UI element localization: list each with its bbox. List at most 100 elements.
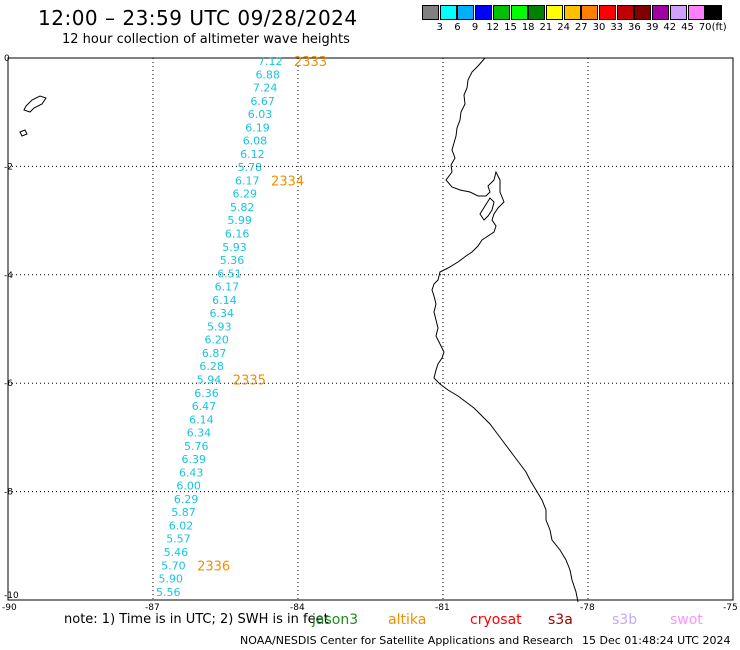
swh-value-label: 6.29 <box>174 493 199 506</box>
pass-number-label: 2334 <box>271 174 304 189</box>
legend-label: 24 <box>557 22 570 33</box>
legend-swatch <box>510 5 528 20</box>
galapagos-island-small <box>19 129 28 137</box>
lon-tick-label: -75 <box>723 603 738 613</box>
swh-value-label: 6.17 <box>215 281 240 294</box>
legend-swatch <box>457 5 475 20</box>
swh-value-label: 6.47 <box>192 400 217 413</box>
legend-swatch <box>563 5 581 20</box>
lon-tick-label: -81 <box>435 603 450 613</box>
swh-value-label: 6.16 <box>225 228 250 241</box>
legend-label: 33 <box>610 22 624 33</box>
legend-swatch <box>669 5 687 20</box>
satellite-label: altika <box>388 612 427 628</box>
swh-value-label: 7.24 <box>253 82 278 95</box>
legend-swatch <box>492 5 510 20</box>
map-frame <box>7 57 734 601</box>
legend-swatch <box>422 5 439 20</box>
legend-label: 15 <box>504 22 517 33</box>
swh-value-label: 5.46 <box>164 546 189 559</box>
swh-value-label: 5.57 <box>166 533 191 546</box>
satellite-label: s3a <box>548 612 573 628</box>
swh-value-label: 6.14 <box>189 413 214 426</box>
swh-value-label: 6.29 <box>233 188 258 201</box>
lon-tick-label: -87 <box>145 603 160 613</box>
lon-tick-label: -84 <box>290 603 305 613</box>
gulf-island <box>479 197 495 221</box>
map-grid <box>7 57 734 601</box>
legend-label: 9 <box>471 22 479 33</box>
swh-value-label: 6.14 <box>212 294 237 307</box>
swh-value-label: 6.39 <box>182 453 207 466</box>
axis-ticks: 0 -2 -4 -6 -8 -10 -90 -87 -84 -81 -78 -75 <box>2 54 738 613</box>
coastline <box>19 57 579 603</box>
swh-value-label: 5.87 <box>171 506 196 519</box>
legend-label: 3 <box>436 22 443 33</box>
legend-swatch <box>616 5 634 20</box>
legend-label: 27 <box>574 22 588 33</box>
swh-value-label: 7.12 <box>258 55 283 68</box>
coastline-path <box>431 57 579 603</box>
legend-label: 21 <box>539 22 553 33</box>
satellite-label: jason3 <box>312 612 359 628</box>
legend-unit: (ft) <box>711 22 727 33</box>
lat-tick-label: 0 <box>4 54 10 64</box>
swh-value-label: 5.93 <box>207 320 232 333</box>
swh-value-label: 5.90 <box>159 573 184 586</box>
swh-value-label: 5.94 <box>197 373 222 386</box>
lon-tick-label: -78 <box>580 603 595 613</box>
lat-tick-label: -10 <box>4 591 19 601</box>
swh-value-label: 6.67 <box>250 95 275 108</box>
legend-label: 12 <box>486 22 500 33</box>
swh-value-label: 5.93 <box>222 241 247 254</box>
swh-value-label: 5.82 <box>230 201 255 214</box>
page-title: 12:00 – 23:59 UTC 09/28/2024 <box>38 6 358 30</box>
legend-label: 39 <box>645 22 659 33</box>
swh-value-label: 6.17 <box>235 174 259 187</box>
swh-value-label: 5.99 <box>227 214 252 227</box>
legend-swatch <box>545 5 563 20</box>
legend-swatch <box>599 5 616 20</box>
legend-swatch <box>581 5 599 20</box>
swh-value-label: 6.08 <box>243 135 268 148</box>
legend-swatch <box>439 5 457 20</box>
pass-number-label: 2336 <box>197 559 230 574</box>
swh-value-label: 6.51 <box>217 267 242 280</box>
legend-swatch <box>652 5 670 20</box>
swh-value-label: 5.78 <box>238 161 263 174</box>
galapagos-island-large <box>23 95 47 113</box>
lon-tick-label: -90 <box>2 603 17 613</box>
legend-swatch <box>705 5 723 20</box>
swh-value-label: 6.00 <box>176 480 201 493</box>
legend-label: 45 <box>681 22 694 33</box>
swh-value-label: 6.36 <box>194 387 219 400</box>
lat-tick-label: -8 <box>4 488 13 498</box>
swh-value-label: 6.19 <box>245 121 270 134</box>
legend-label: 36 <box>628 22 641 33</box>
pass-number-label: 2335 <box>233 373 266 388</box>
lat-tick-label: -6 <box>4 379 13 389</box>
page-subtitle: 12 hour collection of altimeter wave hei… <box>62 32 350 47</box>
swh-value-label: 6.88 <box>255 68 280 81</box>
lat-tick-label: -2 <box>4 162 13 172</box>
legend-label: 18 <box>521 22 535 33</box>
legend-swatch <box>634 5 652 20</box>
swh-value-label: 6.12 <box>240 148 265 161</box>
satellite-label: cryosat <box>470 612 522 628</box>
credit-line: NOAA/NESDIS Center for Satellite Applica… <box>240 634 574 647</box>
swh-value-label: 6.34 <box>210 307 235 320</box>
legend-label: 6 <box>454 22 461 33</box>
legend-label: 70 <box>698 22 712 33</box>
satellite-label: swot <box>670 612 703 628</box>
legend-label: 30 <box>592 22 606 33</box>
legend-swatch <box>475 5 493 20</box>
swh-value-label: 5.76 <box>184 440 209 453</box>
swh-value-label: 6.87 <box>202 347 227 360</box>
swh-value-label: 5.56 <box>156 586 181 599</box>
pass-number-label: 2333 <box>294 55 327 70</box>
swh-value-label: 6.20 <box>204 334 229 347</box>
legend-swatch <box>528 5 546 20</box>
legend-swatch <box>687 5 705 20</box>
swh-value-label: 5.36 <box>220 254 245 267</box>
